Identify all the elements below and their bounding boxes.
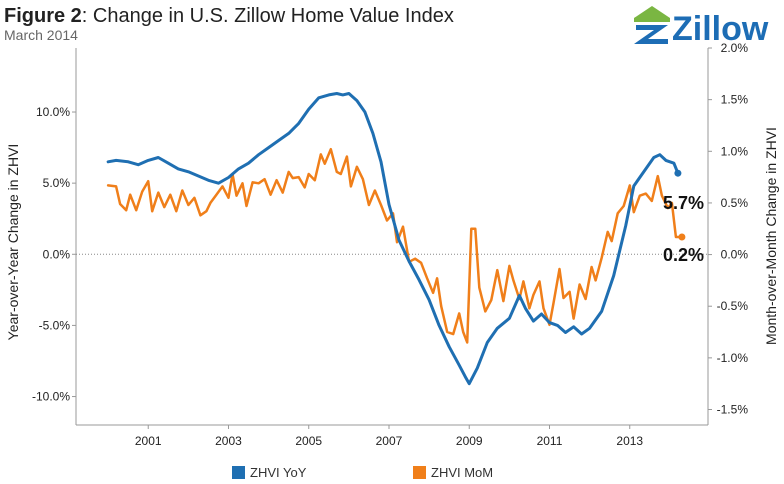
right-tick-label: 1.5% [721,93,749,107]
legend-label-mom: ZHVI MoM [431,465,493,480]
zillow-house-icon [634,6,670,44]
x-tick-label: 2009 [456,434,483,448]
x-tick-label: 2005 [295,434,322,448]
chart-subtitle: March 2014 [4,27,78,43]
x-tick-label: 2011 [537,434,563,448]
legend-label-yoy: ZHVI YoY [250,465,307,480]
legend-swatch-mom [413,466,426,479]
chart-title: Figure 2: Change in U.S. Zillow Home Val… [4,5,454,27]
legend-item-mom: ZHVI MoM [413,465,493,480]
x-tick-label: 2003 [215,434,242,448]
x-tick-label: 2001 [135,434,162,448]
plot-frame [75,48,709,426]
series-line-mom [106,147,684,344]
series-endpoint-yoy [674,169,682,177]
x-tick-label: 2013 [616,434,643,448]
x-axis-ticks: 2001 2003 2005 2007 2009 2011 2013 [135,425,643,448]
legend-item-yoy: ZHVI YoY [232,465,307,480]
zillow-logo-text: Zillow [672,10,769,48]
left-tick-label: 0.0% [43,247,71,261]
series-layer [106,92,686,386]
title-prefix: Figure 2 [4,5,82,27]
end-label-mom: 0.2% [663,245,704,265]
left-tick-label: 5.0% [43,176,71,190]
right-axis-label: Month-over-Month Change in ZHVI [763,127,779,345]
right-tick-label: 2.0% [721,41,749,55]
right-tick-label: -0.5% [717,299,749,313]
left-tick-label: -5.0% [39,318,71,332]
right-tick-label: 0.5% [721,196,749,210]
right-tick-label: 1.0% [721,144,749,158]
x-tick-label: 2007 [376,434,403,448]
left-axis-label: Year-over-Year Change in ZHVI [5,144,21,341]
right-tick-label: 0.0% [721,248,749,262]
right-axis-ticks: 2.0% 1.5% 1.0% 0.5% 0.0% -0.5% -1.0% -1.5% [708,41,748,417]
right-tick-label: -1.5% [717,403,749,417]
legend-swatch-yoy [232,466,245,479]
end-labels: 5.7% 0.2% [663,193,704,265]
title-rest: : Change in U.S. Zillow Home Value Index [82,5,454,27]
legend: ZHVI YoY ZHVI MoM [232,465,493,480]
series-line-yoy [106,92,680,386]
end-label-yoy: 5.7% [663,193,704,213]
zillow-logo: Zillow [634,6,769,48]
left-tick-label: 10.0% [36,105,70,119]
left-axis-ticks: 10.0% 5.0% 0.0% -5.0% -10.0% [32,105,76,404]
series-endpoint-mom [678,233,686,241]
right-tick-label: -1.0% [717,351,749,365]
left-tick-label: -10.0% [32,390,70,404]
